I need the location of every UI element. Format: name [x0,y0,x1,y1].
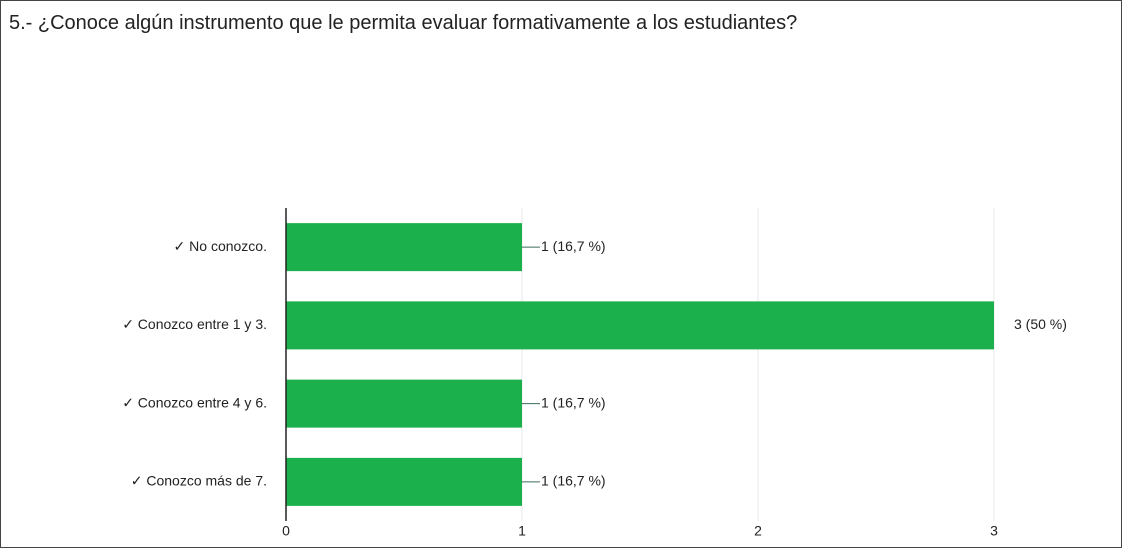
x-tick-label: 0 [282,523,290,539]
bar [286,223,522,272]
x-tick-label: 1 [518,523,526,539]
bar [286,301,994,350]
y-tick-label: ✓ Conozco entre 4 y 6. [122,394,267,410]
y-tick-label: ✓ No conozco. [174,238,267,254]
bar [286,457,522,506]
x-tick-label: 3 [990,523,998,539]
bar [286,379,522,428]
x-tick-label: 2 [754,523,762,539]
value-label: 3 (50 %) [1014,316,1067,332]
chart-title: 5.- ¿Conoce algún instrumento que le per… [9,12,798,34]
value-label: 1 (16,7 %) [541,394,606,410]
y-tick-label: ✓ Conozco más de 7. [131,473,267,489]
y-tick-label: ✓ Conozco entre 1 y 3. [122,316,267,332]
value-label: 1 (16,7 %) [541,473,606,489]
value-label: 1 (16,7 %) [541,238,606,254]
